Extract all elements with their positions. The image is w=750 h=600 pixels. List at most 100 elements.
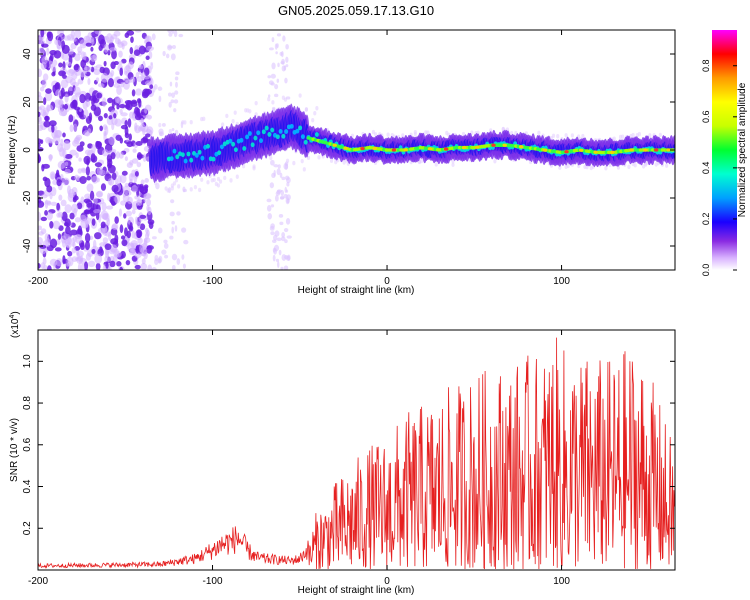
spectrogram-noise-speck xyxy=(89,95,94,101)
spectrogram-faint-speck xyxy=(270,231,275,236)
spectrogram-noise-speck xyxy=(146,245,153,254)
spectrogram-noise-speck xyxy=(122,185,131,195)
spectrogram-noise-speck xyxy=(140,262,148,270)
spectrogram-y-tick-label: 20 xyxy=(22,96,33,108)
spectrogram-halo-speck xyxy=(461,131,466,137)
spectrogram-noise-speck xyxy=(120,250,126,259)
spectrogram-noise-speck xyxy=(65,242,72,249)
spectrogram-noise-speck xyxy=(140,118,145,126)
spectrogram-noise-speck xyxy=(100,183,107,191)
spectrogram-faint-speck xyxy=(173,99,179,104)
spectrogram-noise-speck xyxy=(136,98,141,104)
spectrogram-noise-speck xyxy=(96,92,103,99)
spectrogram-noise-speck xyxy=(129,111,134,119)
spectrogram-halo-speck xyxy=(317,155,321,160)
spectrogram-ridge-peak xyxy=(578,148,584,152)
spectrogram-ridge-cyan xyxy=(278,128,283,134)
spectrogram-noise-speck xyxy=(121,42,125,50)
spectrogram-halo-speck xyxy=(285,158,290,164)
spectrogram-noise-speck xyxy=(77,263,82,270)
colorbar-gradient xyxy=(712,30,737,270)
spectrogram-noise-speck xyxy=(92,239,97,250)
spectrogram-noise-speck xyxy=(65,61,72,66)
spectrogram-faint-speck xyxy=(171,127,175,132)
spectrogram-ridge-cyan xyxy=(242,146,247,151)
snr-frame xyxy=(37,329,676,571)
spectrogram-halo-speck xyxy=(566,163,570,169)
spectrogram-faint-speck xyxy=(280,266,284,270)
spectrogram-noise-speck xyxy=(63,35,72,41)
spectrogram-noise-speck xyxy=(127,216,134,226)
spectrogram-halo-speck xyxy=(233,110,237,115)
spectrogram-noise-speck xyxy=(87,260,96,268)
spectrogram-faint-speck xyxy=(164,254,169,259)
spectrogram-noise-speck xyxy=(83,108,89,119)
spectrogram-noise-speck xyxy=(57,233,62,240)
spectrogram-halo-speck xyxy=(216,176,221,182)
spectrogram-noise-speck xyxy=(127,118,132,128)
spectrogram-faint-speck xyxy=(275,51,278,55)
spectrogram-halo-speck xyxy=(537,130,541,136)
spectrogram-noise-speck xyxy=(144,178,149,183)
spectrogram-noise-speck xyxy=(119,137,124,144)
spectrogram-noise-speck xyxy=(74,136,81,142)
spectrogram-noise-speck xyxy=(70,229,78,236)
spectrogram-halo-speck xyxy=(556,134,560,139)
spectrogram-faint-speck xyxy=(171,92,176,98)
spectrogram-halo-speck xyxy=(373,132,378,137)
spectrogram-halo-speck xyxy=(248,109,252,114)
spectrogram-noise-speck xyxy=(138,185,145,193)
spectrogram-noise-speck xyxy=(78,157,82,162)
spectrogram-noise-speck xyxy=(138,45,146,55)
spectrogram-halo-speck xyxy=(231,119,235,124)
spectrogram-faint-speck xyxy=(171,30,175,34)
spectrogram-faint-speck xyxy=(169,235,174,240)
spectrogram-faint-speck xyxy=(280,189,285,197)
spectrogram-noise-speck xyxy=(129,159,134,166)
spectrogram-halo-speck xyxy=(183,120,187,125)
spectrogram-faint-speck xyxy=(282,35,286,42)
spectrogram-noise-speck xyxy=(142,136,148,143)
spectrogram-ridge-cyan xyxy=(295,128,300,134)
spectrogram-noise-speck xyxy=(61,177,70,186)
spectrogram-y-tick-label: -40 xyxy=(22,238,33,253)
spectrogram-noise-speck xyxy=(136,230,142,238)
spectrogram-noise-speck xyxy=(135,72,140,79)
spectrogram-noise-speck xyxy=(121,170,128,176)
spectrogram-noise-speck xyxy=(77,46,83,53)
spectrogram-noise-speck xyxy=(94,162,103,168)
spectrogram-faint-speck xyxy=(170,199,175,204)
spectrogram-noise-speck xyxy=(115,151,120,159)
spectrogram-noise-speck xyxy=(119,67,124,77)
spectrogram-noise-speck xyxy=(120,124,128,130)
spectrogram-ridge-peak xyxy=(564,150,569,154)
spectrogram-faint-speck xyxy=(276,168,281,176)
spectrogram-noise-speck xyxy=(135,245,140,254)
spectrogram-noise-speck xyxy=(113,113,117,119)
spectrogram-faint-speck xyxy=(286,235,292,239)
spectrogram-noise-speck xyxy=(84,232,91,243)
spectrogram-faint-speck xyxy=(173,108,177,113)
spectrogram-halo-speck xyxy=(419,158,424,164)
spectrogram-noise-speck xyxy=(124,120,128,127)
spectrogram-ridge-peak xyxy=(427,147,433,151)
spectrogram-noise-speck xyxy=(38,231,44,236)
spectrogram-faint-speck xyxy=(162,50,166,57)
colorbar-tick-label: 0.4 xyxy=(701,162,711,175)
spectrogram-noise-speck xyxy=(111,200,116,206)
spectrogram-ridge-cyan xyxy=(200,155,205,161)
spectrogram-halo-speck xyxy=(311,117,315,123)
spectrogram-faint-speck xyxy=(283,265,289,270)
spectrogram-noise-speck xyxy=(120,235,126,240)
spectrogram-noise-speck xyxy=(49,238,58,249)
spectrogram-noise-speck xyxy=(38,262,41,269)
spectrogram-faint-speck xyxy=(175,81,178,88)
spectrogram-noise-speck xyxy=(80,242,85,251)
spectrogram-noise-speck xyxy=(72,197,77,203)
spectrogram-noise-speck xyxy=(47,265,52,270)
spectrogram-noise-speck xyxy=(64,161,69,167)
spectrogram-noise-speck xyxy=(116,104,120,110)
spectrogram-faint-speck xyxy=(278,249,282,256)
spectrogram-noise-speck xyxy=(123,213,127,219)
